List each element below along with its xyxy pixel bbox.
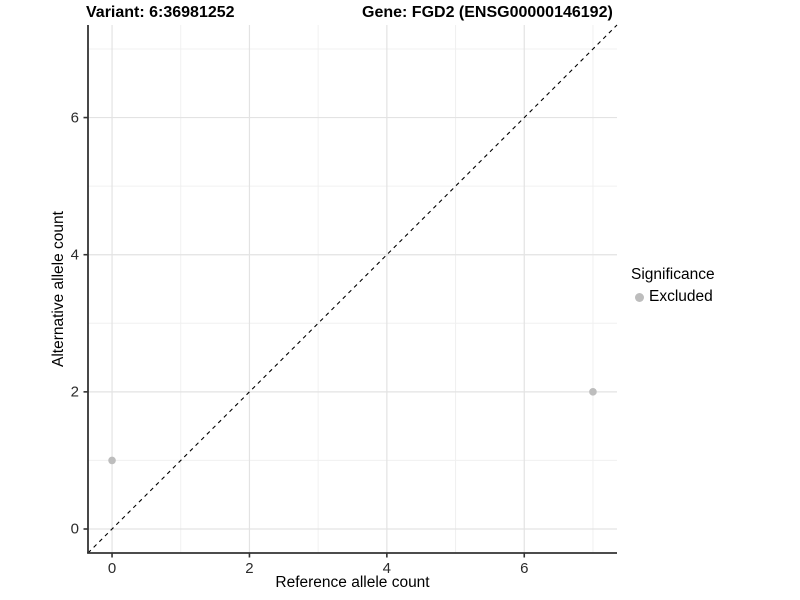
excluded-dot-icon [635, 292, 644, 302]
y-tick-label: 4 [70, 246, 79, 264]
legend: Significance Excluded [631, 266, 715, 306]
y-tick-label: 2 [70, 383, 79, 401]
legend-item-excluded: Excluded [631, 288, 715, 306]
x-tick-label: 2 [245, 560, 254, 577]
legend-item-label: Excluded [649, 288, 713, 305]
y-tick-label: 0 [70, 520, 79, 538]
x-tick-label: 4 [382, 560, 392, 577]
gene-title: Gene: FGD2 (ENSG00000146192) [362, 4, 613, 21]
y-tick-label: 6 [70, 109, 79, 127]
variant-title: Variant: 6:36981252 [86, 4, 235, 21]
legend-title: Significance [631, 266, 715, 283]
x-tick-label: 0 [107, 560, 117, 577]
data-point [589, 388, 597, 396]
data-point [108, 456, 116, 465]
y-axis-title: Alternative allele count [50, 211, 67, 367]
identity-reference-line [87, 24, 618, 554]
x-axis-title: Reference allele count [275, 574, 430, 591]
x-tick-label: 6 [520, 560, 529, 577]
